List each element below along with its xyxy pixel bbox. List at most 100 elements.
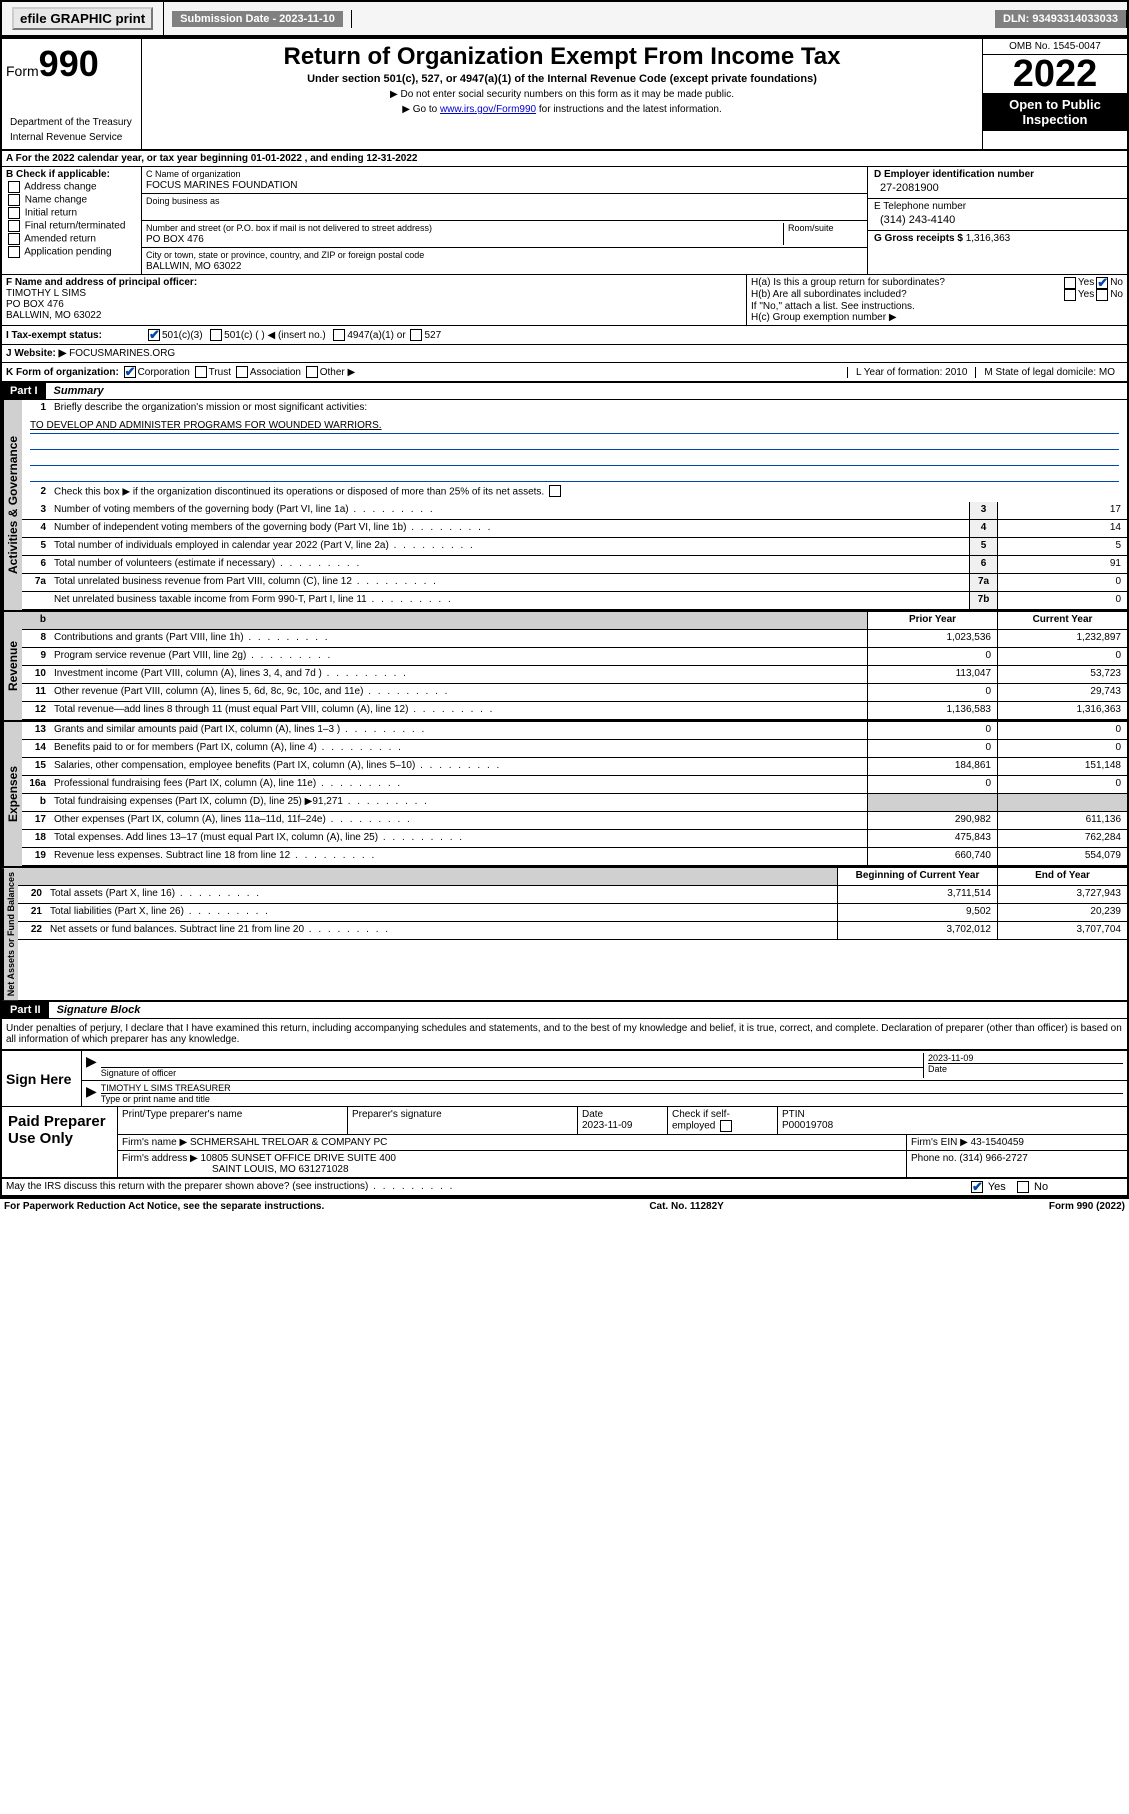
ein-value: 27-2081900	[874, 180, 1121, 196]
line-21: 21 Total liabilities (Part X, line 26) 9…	[18, 904, 1127, 922]
firm-ein: 43-1540459	[971, 1137, 1024, 1148]
form-990-number: 990	[39, 43, 99, 84]
form-label: Form	[6, 63, 39, 79]
part1-title: Summary	[46, 383, 112, 399]
room-label: Room/suite	[788, 223, 834, 233]
line-13: 13 Grants and similar amounts paid (Part…	[22, 722, 1127, 740]
revenue-section: Revenue b Prior Year Current Year 8 Cont…	[2, 612, 1127, 722]
klm-row: K Form of organization: Corporation Trus…	[2, 363, 1127, 383]
check-final-return[interactable]: Final return/terminated	[6, 220, 137, 232]
street-label: Number and street (or P.O. box if mail i…	[146, 223, 432, 233]
gross-value: 1,316,363	[966, 233, 1011, 244]
officer-box: F Name and address of principal officer:…	[2, 275, 747, 325]
gross-label: G Gross receipts $	[874, 233, 963, 244]
ein-label: D Employer identification number	[874, 169, 1121, 180]
line-19: 19 Revenue less expenses. Subtract line …	[22, 848, 1127, 866]
check-initial-return[interactable]: Initial return	[6, 207, 137, 219]
ha-no-check[interactable]	[1096, 277, 1108, 289]
irs-link[interactable]: www.irs.gov/Form990	[440, 104, 536, 115]
ha-yes-check[interactable]	[1064, 277, 1076, 289]
form-number: Form990	[6, 43, 137, 85]
year-end: 12-31-2022	[366, 153, 417, 164]
hc-label: H(c) Group exemption number ▶	[751, 312, 1123, 323]
line-6: 6 Total number of volunteers (estimate i…	[22, 556, 1127, 574]
rev-tab: Revenue	[2, 612, 22, 720]
check-501c3[interactable]	[148, 329, 160, 341]
dept-treasury: Department of the Treasury	[6, 115, 137, 130]
l-label: L Year of formation:	[856, 367, 945, 378]
line-14: 14 Benefits paid to or for members (Part…	[22, 740, 1127, 758]
check-discontinue[interactable]	[549, 485, 561, 497]
hb-label: H(b) Are all subordinates included?	[751, 289, 1062, 301]
goto-pre: ▶ Go to	[402, 104, 440, 115]
officer-h-row: F Name and address of principal officer:…	[2, 275, 1127, 326]
submission-date-badge: Submission Date - 2023-11-10	[172, 11, 343, 27]
sign-here-label: Sign Here	[2, 1051, 82, 1106]
part2-title: Signature Block	[49, 1002, 149, 1018]
m-value: MO	[1099, 367, 1115, 378]
check-4947[interactable]	[333, 329, 345, 341]
part2-label: Part II	[2, 1002, 49, 1018]
expenses-section: Expenses 13 Grants and similar amounts p…	[2, 722, 1127, 868]
part1-header: Part I Summary	[2, 383, 1127, 400]
check-name-change[interactable]: Name change	[6, 194, 137, 206]
line-9: 9 Program service revenue (Part VIII, li…	[22, 648, 1127, 666]
check-other[interactable]	[306, 366, 318, 378]
officer-name: TIMOTHY L SIMS	[6, 288, 86, 299]
sign-date-label: Date	[928, 1063, 1123, 1074]
ag-tab: Activities & Governance	[2, 400, 22, 610]
city-value: BALLWIN, MO 63022	[146, 261, 241, 272]
firm-ein-label: Firm's EIN ▶	[911, 1137, 968, 1148]
check-amended[interactable]: Amended return	[6, 233, 137, 245]
perjury-declaration: Under penalties of perjury, I declare th…	[2, 1019, 1127, 1050]
check-address-change[interactable]: Address change	[6, 181, 137, 193]
firm-addr1: 10805 SUNSET OFFICE DRIVE SUITE 400	[201, 1153, 396, 1164]
website-row: J Website: ▶ FOCUSMARINES.ORG	[2, 345, 1127, 363]
line-7b: Net unrelated business taxable income fr…	[22, 592, 1127, 610]
check-corp[interactable]	[124, 366, 136, 378]
check-trust[interactable]	[195, 366, 207, 378]
line-18: 18 Total expenses. Add lines 13–17 (must…	[22, 830, 1127, 848]
line-5: 5 Total number of individuals employed i…	[22, 538, 1127, 556]
form-ref: Form 990 (2022)	[1049, 1201, 1125, 1212]
prior-year-header: Prior Year	[867, 612, 997, 629]
discuss-yes-check[interactable]	[971, 1181, 983, 1193]
firm-name-label: Firm's name ▶	[122, 1137, 187, 1148]
line-3: 3 Number of voting members of the govern…	[22, 502, 1127, 520]
m-label: M State of legal domicile:	[984, 367, 1096, 378]
check-527[interactable]	[410, 329, 422, 341]
name-title-label: Type or print name and title	[101, 1093, 1123, 1104]
paid-preparer-label: Paid Preparer Use Only	[2, 1107, 117, 1177]
l-value: 2010	[945, 367, 967, 378]
firm-name: SCHMERSAHL TRELOAR & COMPANY PC	[190, 1137, 387, 1148]
ptin-label: PTIN	[782, 1109, 805, 1120]
goto-note: ▶ Go to www.irs.gov/Form990 for instruct…	[150, 104, 974, 115]
check-501c[interactable]	[210, 329, 222, 341]
year-begin: 01-01-2022	[251, 153, 302, 164]
cat-no: Cat. No. 11282Y	[649, 1201, 723, 1212]
prep-sig-label: Preparer's signature	[352, 1109, 442, 1120]
na-tab: Net Assets or Fund Balances	[2, 868, 18, 1000]
paid-preparer-block: Paid Preparer Use Only Print/Type prepar…	[2, 1107, 1127, 1179]
check-app-pending[interactable]: Application pending	[6, 246, 137, 258]
discuss-no-check[interactable]	[1017, 1181, 1029, 1193]
row-a-mid: , and ending	[305, 153, 367, 164]
prep-name-label: Print/Type preparer's name	[122, 1109, 242, 1120]
form-title: Return of Organization Exempt From Incom…	[150, 43, 974, 71]
check-assoc[interactable]	[236, 366, 248, 378]
sign-date: 2023-11-09	[928, 1053, 973, 1063]
line-b: b Total fundraising expenses (Part IX, c…	[22, 794, 1127, 812]
hb-no-check[interactable]	[1096, 289, 1108, 301]
mission-text: TO DEVELOP AND ADMINISTER PROGRAMS FOR W…	[30, 420, 1119, 434]
label-501c: 501(c) ( ) ◀ (insert no.)	[224, 330, 326, 341]
firm-phone: (314) 966-2727	[959, 1153, 1027, 1164]
line-11: 11 Other revenue (Part VIII, column (A),…	[22, 684, 1127, 702]
sig-officer-label: Signature of officer	[101, 1068, 176, 1078]
check-self-employed[interactable]	[720, 1120, 732, 1132]
label-527: 527	[424, 330, 441, 341]
phone-value: (314) 243-4140	[874, 212, 1121, 228]
efile-print-button[interactable]: efile GRAPHIC print	[12, 7, 153, 30]
discuss-label: May the IRS discuss this return with the…	[6, 1181, 368, 1192]
hb-yes-check[interactable]	[1064, 289, 1076, 301]
line-7a: 7a Total unrelated business revenue from…	[22, 574, 1127, 592]
